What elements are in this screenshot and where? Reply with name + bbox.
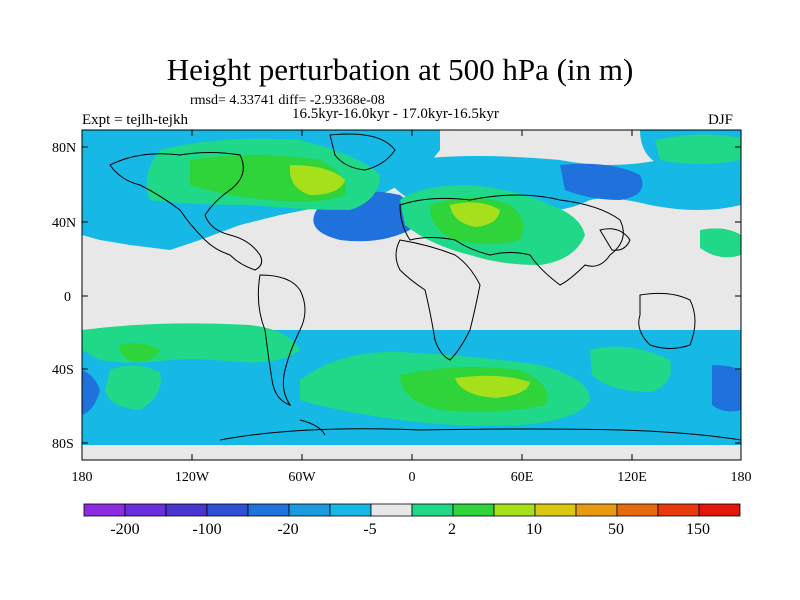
colorbar-swatch: [575, 503, 618, 517]
lat-label: 80N: [52, 141, 76, 156]
lon-label: 120E: [617, 470, 647, 485]
colorbar-swatch: [698, 503, 741, 517]
lon-label: 60E: [511, 470, 534, 485]
map-title: Height perturbation at 500 hPa (in m): [166, 52, 634, 87]
lat-label: 80S: [52, 437, 74, 452]
colorbar-label: 50: [608, 521, 624, 538]
colorbar-label: -100: [192, 521, 221, 538]
contour-green: [700, 228, 741, 258]
season-label: DJF: [708, 112, 734, 128]
lon-label: 180: [731, 470, 752, 485]
contour-yellow-green: [450, 202, 500, 227]
contour-yellow-green: [455, 375, 530, 398]
contour-blue: [560, 163, 643, 200]
contour-yellow-green: [289, 165, 345, 195]
colorbar-label: -200: [110, 521, 139, 538]
stats-label: rmsd= 4.33741 diff= -2.93368e-08: [190, 93, 385, 108]
colorbar-swatch: [165, 503, 208, 517]
colorbar-swatch: [329, 503, 372, 517]
lon-label: 60W: [288, 470, 316, 485]
colorbar-label: 10: [526, 521, 542, 538]
lat-tick-labels: 80N 40N 0 40S 80S: [52, 141, 76, 452]
experiment-label: Expt = tejlh-tejkh: [82, 112, 188, 128]
lat-label: 40N: [52, 216, 76, 231]
period-label: 16.5kyr-16.0kyr - 17.0kyr-16.5kyr: [292, 106, 499, 122]
colorbar-swatch: [247, 503, 290, 517]
contour-green: [82, 323, 300, 363]
contour-field: [82, 130, 741, 460]
colorbar-swatch: [616, 503, 659, 517]
colorbar-swatch: [288, 503, 331, 517]
colorbar-swatch: [534, 503, 577, 517]
colorbar-swatch: [206, 503, 249, 517]
coastlines: [109, 133, 741, 441]
contour-blue: [712, 365, 741, 412]
colorbar-swatch: [452, 503, 495, 517]
lon-tick-marks: [81, 130, 742, 460]
colorbar-label: 150: [686, 521, 710, 538]
lat-label: 0: [64, 290, 71, 305]
contour-blue: [82, 370, 100, 415]
lon-label: 120W: [175, 470, 210, 485]
contour-green: [590, 346, 671, 392]
colorbar-label: -20: [277, 521, 298, 538]
colorbar-swatch: [493, 503, 536, 517]
colorbar-swatch: [657, 503, 700, 517]
colorbar-swatch: [411, 503, 454, 517]
colorbar-swatch: [370, 503, 413, 517]
contour-bright-green: [119, 343, 160, 362]
colorbar-label: 2: [448, 521, 456, 538]
lon-label: 180: [72, 470, 93, 485]
lat-tick-marks: [82, 146, 741, 444]
contour-green: [105, 365, 161, 410]
lon-label: 0: [409, 470, 416, 485]
colorbar-swatch: [124, 503, 167, 517]
lat-label: 40S: [52, 363, 74, 378]
lon-tick-labels: 180 120W 60W 0 60E 120E 180: [72, 470, 752, 485]
colorbar: [83, 503, 741, 517]
colorbar-labels: -200 -100 -20 -5 2 10 50 150: [110, 521, 710, 538]
contour-green: [655, 134, 741, 164]
colorbar-label: -5: [363, 521, 376, 538]
colorbar-swatch: [83, 503, 126, 517]
